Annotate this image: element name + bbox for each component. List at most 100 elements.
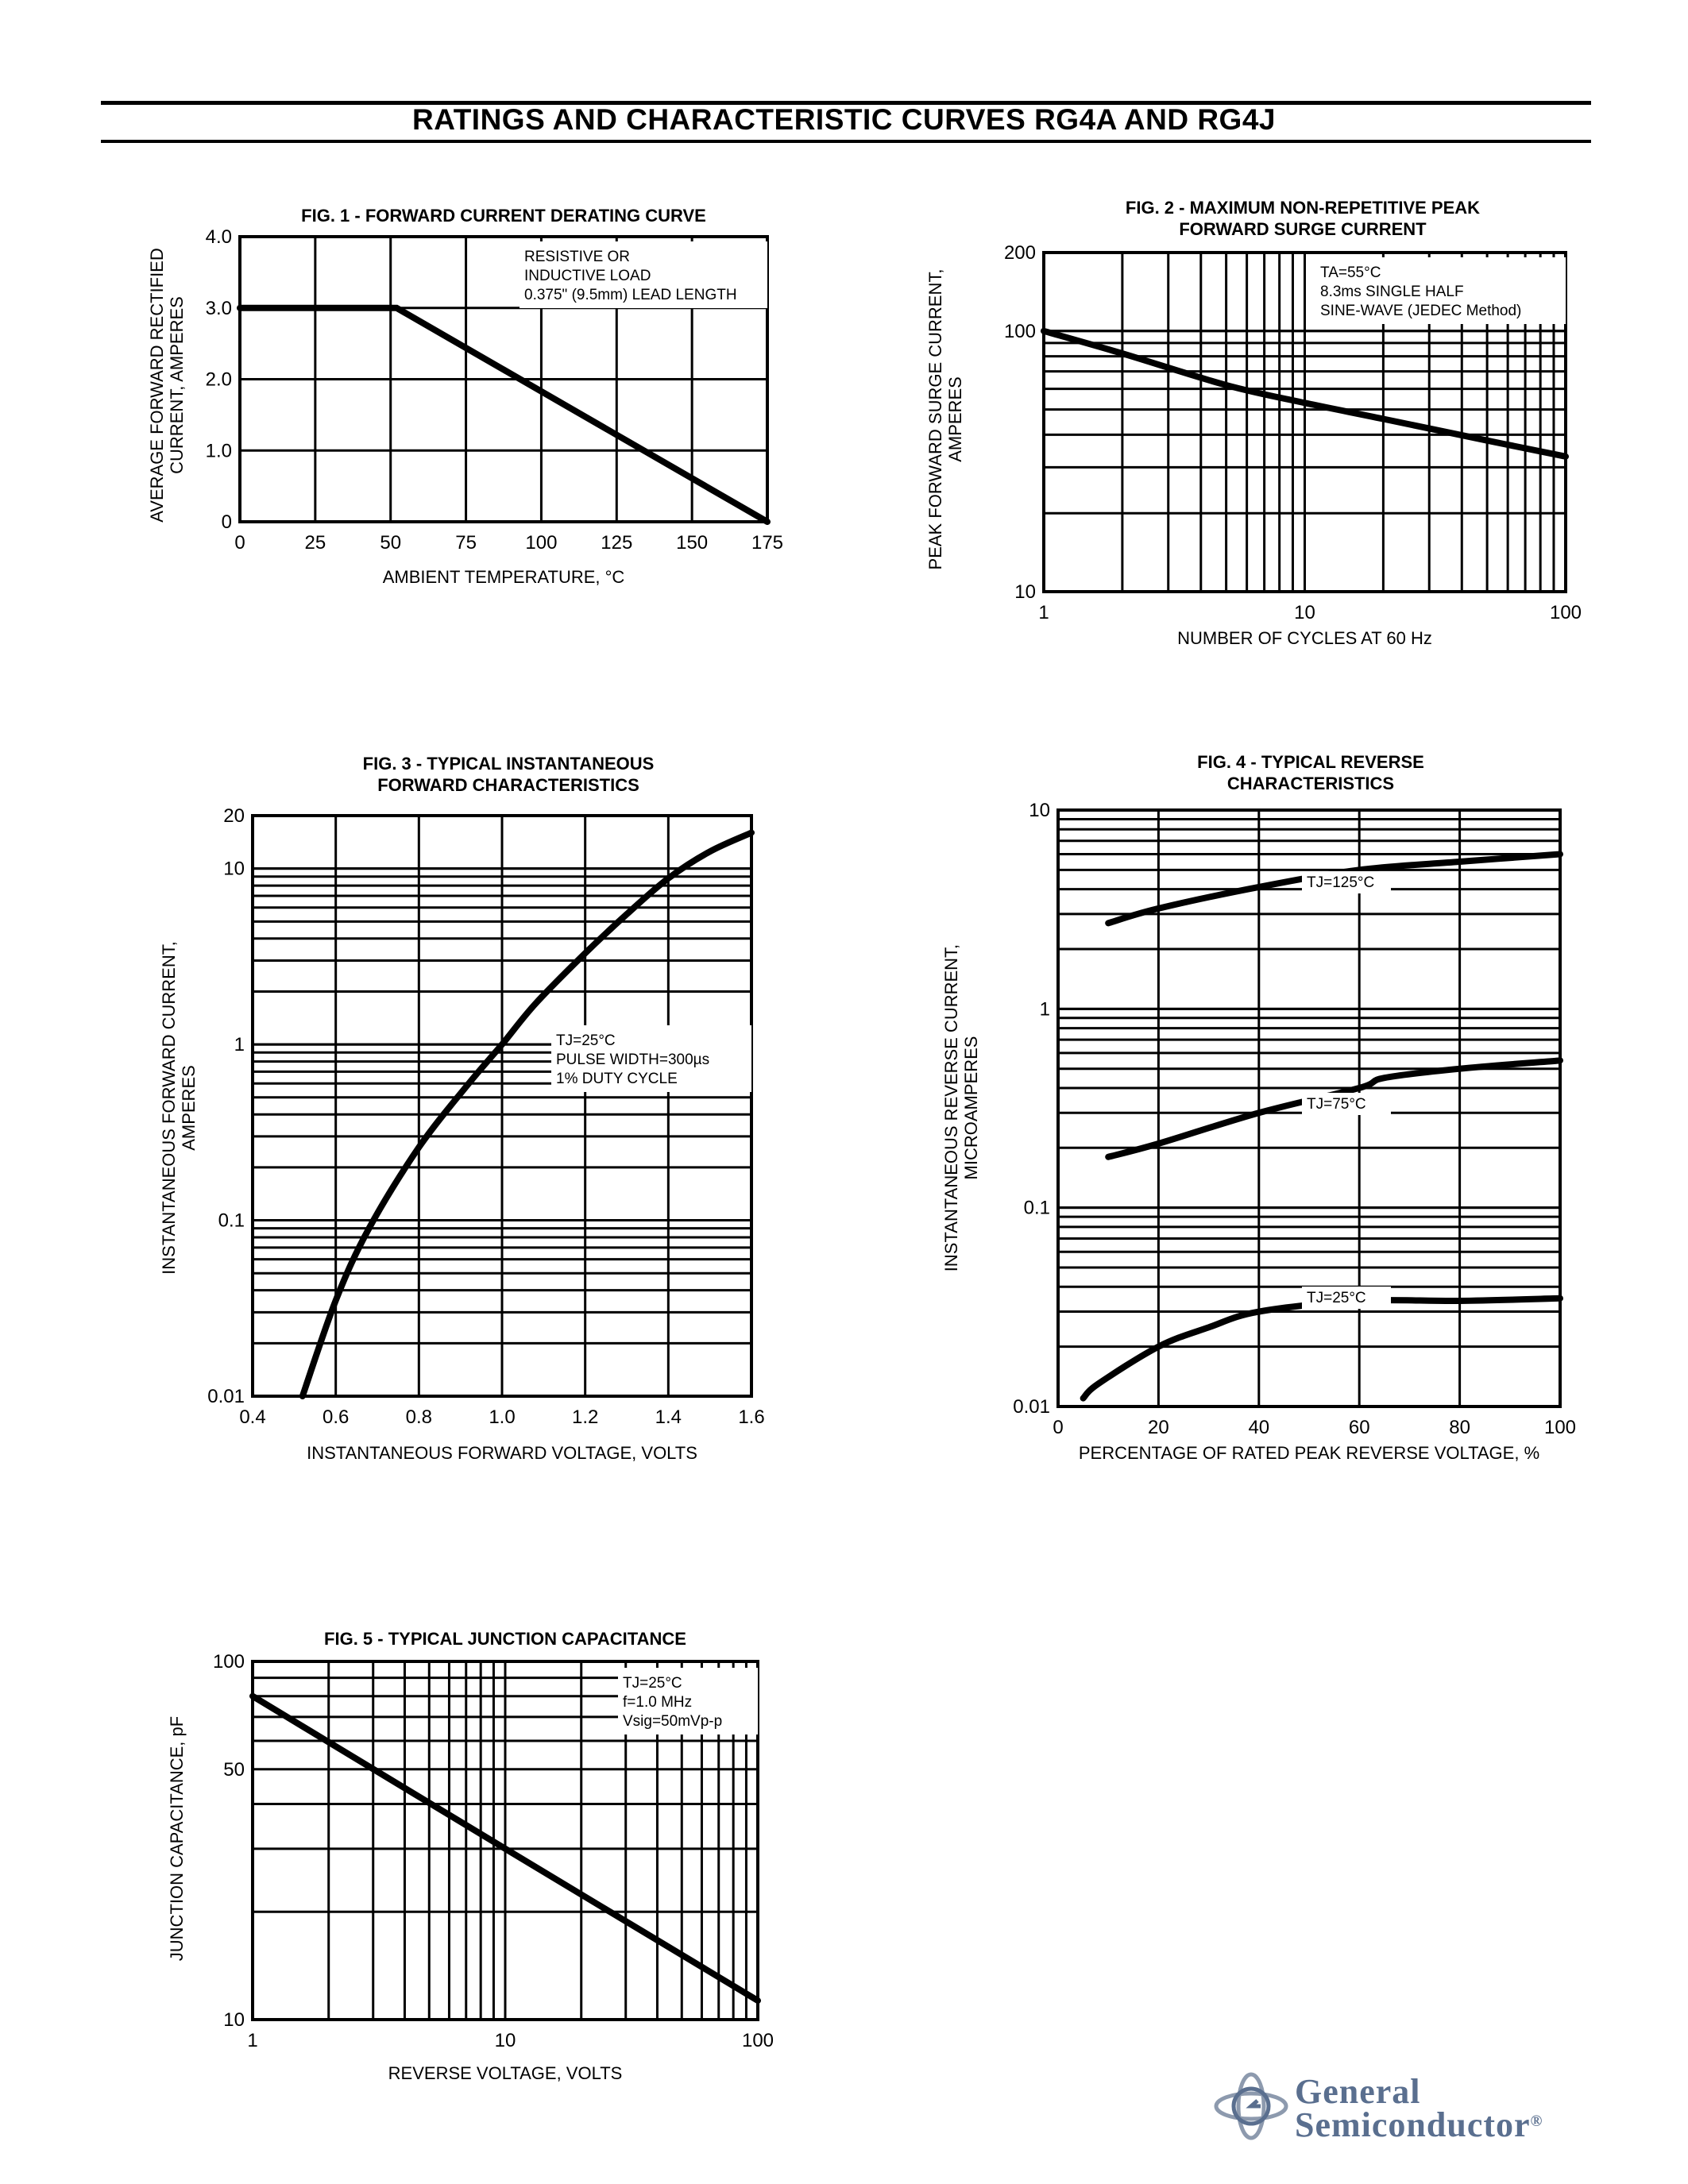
fig1-xtick-label: 150 <box>676 532 708 554</box>
fig2-ytick-label: 200 <box>1004 242 1036 264</box>
fig1-ytick-label: 2.0 <box>206 369 232 391</box>
fig3-grid <box>251 814 753 1398</box>
fig4-plot-frame <box>1056 808 1562 1408</box>
fig1-ytick-label: 3.0 <box>206 298 232 319</box>
fig3-ytick-label: 0.01 <box>207 1386 245 1407</box>
fig4-x-axis-label: PERCENTAGE OF RATED PEAK REVERSE VOLTAGE… <box>1078 1443 1540 1463</box>
fig1-annotation-line: 0.375" (9.5mm) LEAD LENGTH <box>524 287 737 303</box>
fig3-series-0-curve <box>299 829 755 1399</box>
fig1-ytick-label: 4.0 <box>206 226 232 248</box>
logo-line1-text: General <box>1295 2072 1421 2111</box>
fig1-xtick-label: 25 <box>305 532 326 554</box>
fig1-title: FIG. 1 - FORWARD CURRENT DERATING CURVE <box>301 206 706 226</box>
fig2-x-axis-label: NUMBER OF CYCLES AT 60 Hz <box>1177 628 1432 648</box>
fig4-title: FIG. 4 - TYPICAL REVERSE CHARACTERISTICS <box>1197 752 1424 793</box>
fig3-annotation-bg <box>551 1025 751 1092</box>
fig3-xtick-label: 0.6 <box>323 1406 349 1428</box>
fig1-grid <box>238 235 769 523</box>
fig2-annotation-line: TA=55°C <box>1320 264 1381 281</box>
fig4-series-2-curve <box>1080 1295 1563 1402</box>
fig3-xtick-label: 1.6 <box>738 1406 764 1428</box>
fig4-xtick-label: 40 <box>1248 1417 1269 1438</box>
fig1-ytick-label: 0 <box>222 511 232 533</box>
fig1-annotation-bg <box>520 241 767 308</box>
fig5-ytick-label: 50 <box>223 1759 245 1781</box>
fig1-xtick-label: 75 <box>455 532 477 554</box>
fig1-x-axis-label: AMBIENT TEMPERATURE, °C <box>382 567 625 587</box>
fig2-ytick-label: 100 <box>1004 321 1036 342</box>
fig3-xtick-label: 1.4 <box>655 1406 682 1428</box>
fig3-ytick-label: 0.1 <box>218 1210 245 1232</box>
fig5-series-0-curve <box>249 1692 761 2005</box>
fig2-xtick-label: 1 <box>1038 602 1049 623</box>
fig4-series-1-label: TJ=75°C <box>1307 1096 1366 1113</box>
fig3-annotation-line: TJ=25°C <box>556 1032 616 1049</box>
top-rule <box>101 101 1591 105</box>
fig3-annotation-line: 1% DUTY CYCLE <box>556 1071 678 1087</box>
fig4-series-label-bg <box>1302 1287 1391 1309</box>
fig4-xtick-label: 80 <box>1449 1417 1470 1438</box>
fig5-y-axis-label: JUNCTION CAPACITANCE, pF <box>167 1680 199 1997</box>
fig4-series-label-bg <box>1302 1093 1391 1115</box>
page-title: RATINGS AND CHARACTERISTIC CURVES RG4A A… <box>412 103 1276 136</box>
fig1-xtick-label: 50 <box>380 532 401 554</box>
fig1-annotation-line: RESISTIVE OR <box>524 249 630 265</box>
fig5-annotation-line: Vsig=50mVp-p <box>623 1713 722 1730</box>
fig4-ytick-label: 0.1 <box>1024 1198 1050 1219</box>
fig2-xtick-label: 10 <box>1294 602 1315 623</box>
fig1-xtick-label: 100 <box>525 532 557 554</box>
fig5-ytick-label: 100 <box>213 1651 245 1673</box>
title-rule <box>101 140 1591 143</box>
fig2-annotation-line: 8.3ms SINGLE HALF <box>1320 284 1464 300</box>
fig4-xtick-label: 100 <box>1544 1417 1576 1438</box>
fig3-xtick-label: 1.2 <box>572 1406 598 1428</box>
fig5-annotation-bg <box>618 1668 758 1734</box>
logo-mark-icon <box>1214 2072 1288 2140</box>
fig3-ytick-label: 20 <box>223 805 245 827</box>
fig3-title: FIG. 3 - TYPICAL INSTANTANEOUS FORWARD C… <box>362 754 655 795</box>
fig5-annotation-line: TJ=25°C <box>623 1675 682 1692</box>
fig2-annotation-line: SINE-WAVE (JEDEC Method) <box>1320 303 1521 319</box>
fig1-plot-frame <box>238 235 769 523</box>
fig4-xtick-label: 0 <box>1053 1417 1063 1438</box>
fig4-ytick-label: 0.01 <box>1013 1396 1050 1418</box>
fig5-ylabel-text: JUNCTION CAPACITANCE, pF <box>167 1715 187 1962</box>
fig4-ytick-label: 1 <box>1040 998 1050 1020</box>
fig4-series-0-label: TJ=125°C <box>1307 874 1374 891</box>
fig4-ytick-label: 10 <box>1029 800 1050 821</box>
fig2-ytick-label: 10 <box>1014 581 1036 603</box>
fig2-plot-frame <box>1042 251 1567 593</box>
fig3-xtick-label: 1.0 <box>489 1406 515 1428</box>
fig3-xtick-label: 0.4 <box>239 1406 265 1428</box>
fig4-xtick-label: 20 <box>1148 1417 1169 1438</box>
fig2-annotation-bg <box>1315 257 1566 324</box>
fig4-series-1-curve <box>1105 1057 1563 1160</box>
fig3-xtick-label: 0.8 <box>406 1406 432 1428</box>
fig1-series-0-curve <box>237 304 771 525</box>
fig5-xtick-label: 1 <box>247 2030 257 2051</box>
logo-line1: General <box>1295 2071 1421 2112</box>
fig3-plot-frame <box>251 814 753 1398</box>
fig5-ytick-label: 10 <box>223 2009 245 2031</box>
fig2-xtick-label: 100 <box>1550 602 1582 623</box>
fig3-ytick-label: 10 <box>223 859 245 880</box>
logo-line2: Semiconductor® <box>1295 2105 1543 2145</box>
fig1-xtick-label: 125 <box>601 532 632 554</box>
fig2-title: FIG. 2 - MAXIMUM NON-REPETITIVE PEAK FOR… <box>1125 198 1481 239</box>
logo-registered-mark: ® <box>1530 2113 1543 2130</box>
fig5-x-axis-label: REVERSE VOLTAGE, VOLTS <box>388 2063 623 2083</box>
company-logo: General Semiconductor® <box>1211 2065 1593 2144</box>
fig5-annotation-line: f=1.0 MHz <box>623 1694 692 1711</box>
fig3-x-axis-label: INSTANTANEOUS FORWARD VOLTAGE, VOLTS <box>307 1443 697 1463</box>
fig4-xtick-label: 60 <box>1349 1417 1370 1438</box>
fig1-xtick-label: 0 <box>234 532 245 554</box>
fig4-series-2-label: TJ=25°C <box>1307 1290 1366 1306</box>
